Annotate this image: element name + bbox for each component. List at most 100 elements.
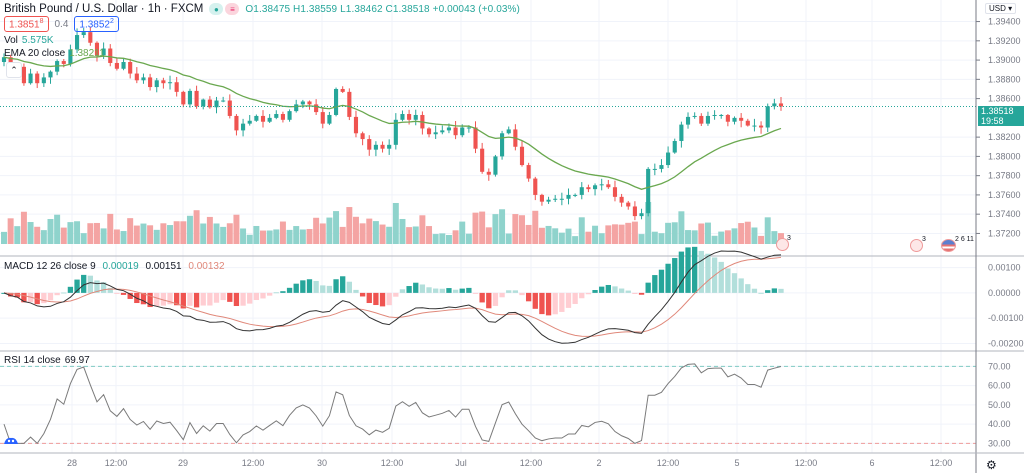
macd-hist-bar xyxy=(74,279,80,293)
candle-body xyxy=(141,77,146,81)
macd-hist-bar xyxy=(300,280,306,293)
volume-bar xyxy=(392,202,399,244)
macd-hist-bar xyxy=(366,292,372,304)
candle-body xyxy=(148,77,153,88)
candle-body xyxy=(254,115,259,121)
candle-body xyxy=(340,88,345,92)
macd-hist-bar xyxy=(718,261,724,293)
volume-bar xyxy=(611,224,618,244)
macd-hist-bar xyxy=(738,278,744,293)
macd-hist-bar xyxy=(21,292,27,303)
volume-bar xyxy=(724,230,731,244)
macd-hist-bar xyxy=(559,292,565,312)
macd-hist-bar xyxy=(353,289,359,293)
macd-line-value: 0.00151 xyxy=(145,261,182,272)
macd-legend[interactable]: MACD 12 26 close 9 0.00019 0.00151 0.001… xyxy=(4,261,225,272)
candle-body xyxy=(566,194,571,199)
macd-hist-bar xyxy=(399,289,406,293)
uk-event-icon-2[interactable] xyxy=(776,238,789,251)
volume-bar xyxy=(572,236,579,244)
rsi-legend[interactable]: RSI 14 close 69.97 xyxy=(4,355,90,366)
macd-hist-bar xyxy=(41,292,47,304)
macd-hist-bar xyxy=(167,292,173,305)
volume-bar xyxy=(20,211,27,244)
collapse-legend-button[interactable]: ⌃ xyxy=(6,62,22,78)
candle-body xyxy=(612,187,618,197)
volume-bar xyxy=(333,211,340,244)
uk-event-icon[interactable] xyxy=(910,239,923,252)
symbol-title[interactable]: British Pound / U.S. Dollar · 1h · FXCM xyxy=(4,3,204,15)
volume-bar xyxy=(147,225,154,244)
y-tick-label: 1.38600 xyxy=(988,94,1021,104)
volume-bar xyxy=(618,224,625,244)
volume-bar xyxy=(200,223,207,244)
settings-gear-icon[interactable]: ⚙ xyxy=(986,458,997,472)
macd-hist-bar xyxy=(7,292,14,297)
macd-hist-bar xyxy=(160,292,167,306)
volume-bar xyxy=(372,221,379,244)
volume-bar xyxy=(698,223,705,244)
macd-hist-bar xyxy=(266,292,273,296)
volume-bar xyxy=(100,228,107,244)
macd-hist-bar xyxy=(539,292,545,315)
x-tick-label: 5 xyxy=(734,458,739,468)
macd-hist-bar xyxy=(585,292,592,295)
candle-body xyxy=(214,100,219,108)
us-event-icon[interactable] xyxy=(941,239,956,252)
candle-body xyxy=(632,206,637,217)
candle-body xyxy=(81,32,86,36)
candle-body xyxy=(35,73,40,84)
candle-body xyxy=(692,115,697,117)
macd-hist-bar xyxy=(565,292,572,308)
volume-bar xyxy=(352,216,359,244)
tradingview-logo-icon[interactable] xyxy=(3,434,19,446)
candle-body xyxy=(473,127,478,149)
y-tick-label: 1.39000 xyxy=(988,55,1021,65)
macd-hist-bar xyxy=(81,274,87,293)
candle-body xyxy=(719,114,724,116)
candle-body xyxy=(333,88,339,115)
candle-body xyxy=(619,196,624,203)
macd-tick-label: -0.00100 xyxy=(988,313,1024,323)
rsi-tick-label: 30.00 xyxy=(988,438,1011,448)
sell-button[interactable]: 1.38518 xyxy=(4,16,49,33)
macd-hist-bar xyxy=(731,273,738,293)
buy-button[interactable]: 1.38522 xyxy=(74,16,119,33)
volume-legend[interactable]: Vol 5.575K xyxy=(4,35,54,46)
candle-body xyxy=(108,48,113,63)
ema-legend[interactable]: EMA 20 close 1.38211 xyxy=(4,48,105,59)
macd-hist-bar xyxy=(293,283,299,293)
currency-select[interactable]: USD ▾ xyxy=(985,3,1017,14)
candle-body xyxy=(207,99,212,108)
open-value: 1.38475 xyxy=(253,3,291,15)
volume-bar xyxy=(658,233,665,244)
volume-bar xyxy=(465,233,472,244)
volume-value: 5.575K xyxy=(21,35,54,46)
candle-body xyxy=(128,62,133,74)
candle-body xyxy=(181,91,186,105)
candle-body xyxy=(28,73,33,84)
macd-hist-bar xyxy=(612,286,618,293)
y-tick-label: 1.39400 xyxy=(988,17,1021,27)
candle-body xyxy=(367,139,372,150)
macd-hist-bar xyxy=(698,250,704,293)
volume-bar xyxy=(133,225,140,244)
candle-body xyxy=(187,90,193,105)
volume-bar xyxy=(665,222,672,244)
macd-signal-line xyxy=(3,256,782,337)
close-value: 1.38518 xyxy=(392,3,430,15)
candle-body xyxy=(433,132,438,135)
macd-hist-bar xyxy=(459,288,465,293)
volume-bar xyxy=(379,224,386,244)
macd-hist-bar xyxy=(545,292,552,316)
change-value: +0.00043 (+0.03%) xyxy=(432,3,520,15)
candle-body xyxy=(705,115,711,124)
macd-hist-bar xyxy=(379,292,386,307)
volume-bar xyxy=(67,222,74,244)
candle-body xyxy=(314,104,319,113)
candle-body xyxy=(380,144,385,149)
volume-bar xyxy=(120,231,127,244)
volume-bar xyxy=(293,226,300,244)
candle-body xyxy=(154,80,159,88)
